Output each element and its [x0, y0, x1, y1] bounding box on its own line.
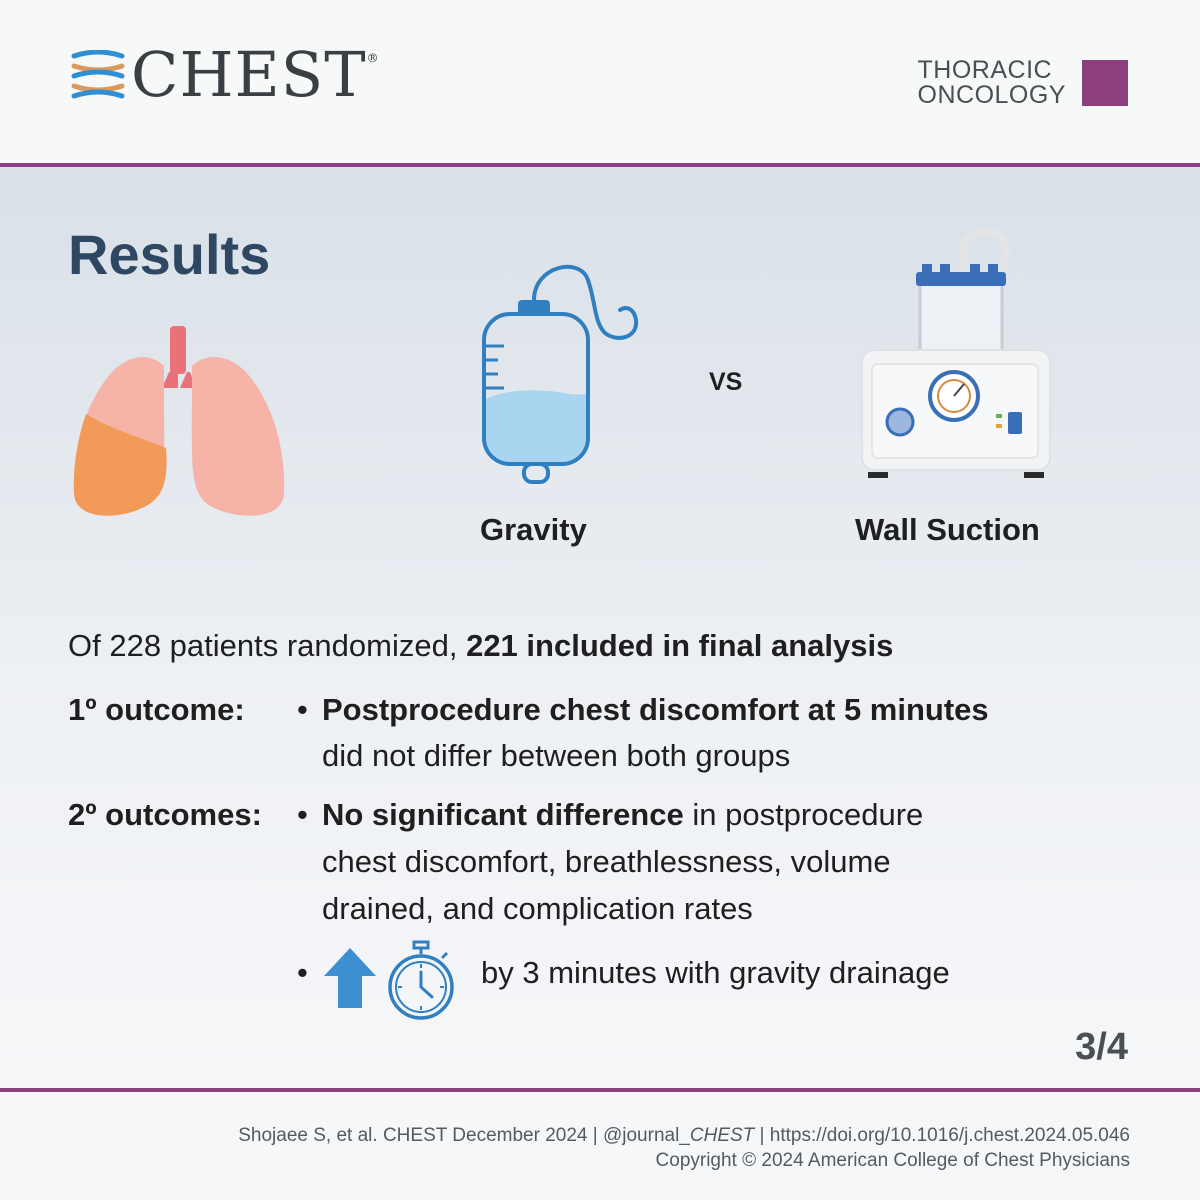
header-divider	[0, 163, 1200, 167]
secondary-outcome-label: 2º outcomes:	[68, 797, 262, 832]
summary-text: Of 228 patients randomized, 221 included…	[68, 628, 894, 663]
section-color-swatch	[1082, 60, 1128, 106]
section-label-line2: ONCOLOGY	[917, 81, 1066, 109]
section-label: THORACIC ONCOLOGY	[918, 58, 1066, 108]
section-label-line1: THORACIC	[917, 56, 1053, 84]
footer	[0, 1092, 1200, 1200]
up-arrow-icon	[324, 948, 376, 1008]
time-result-text: by 3 minutes with gravity drainage	[481, 955, 950, 990]
vs-label: VS	[709, 368, 743, 396]
primary-outcome-bold: Postprocedure chest discomfort at 5 minu…	[322, 692, 989, 727]
page-title: Results	[68, 223, 271, 286]
stopwatch-icon	[388, 940, 454, 1020]
suction-machine-icon	[861, 227, 1051, 478]
iv-bag-icon	[482, 264, 639, 484]
wall-suction-label: Wall Suction	[855, 512, 1040, 547]
gravity-label: Gravity	[480, 512, 587, 547]
bullet: •	[297, 797, 308, 832]
citation: Shojaee S, et al. CHEST December 2024 | …	[238, 1125, 1130, 1146]
secondary-outcome-line3: drained, and complication rates	[322, 891, 753, 926]
bullet: •	[297, 955, 308, 990]
primary-outcome-label: 1º outcome:	[68, 692, 245, 727]
lungs-icon	[73, 326, 285, 516]
brand-name: CHEST®	[131, 38, 380, 111]
bullet: •	[297, 692, 308, 727]
footer-divider	[0, 1088, 1200, 1092]
header	[0, 0, 1200, 163]
copyright: Copyright © 2024 American College of Che…	[655, 1150, 1130, 1171]
secondary-outcome-line2: chest discomfort, breathlessness, volume	[322, 844, 891, 879]
chest-logo-icon	[71, 50, 125, 99]
page-number: 3/4	[1075, 1026, 1128, 1068]
primary-outcome-text: did not differ between both groups	[322, 738, 791, 773]
secondary-outcome-line1: No significant difference in postprocedu…	[322, 797, 924, 832]
